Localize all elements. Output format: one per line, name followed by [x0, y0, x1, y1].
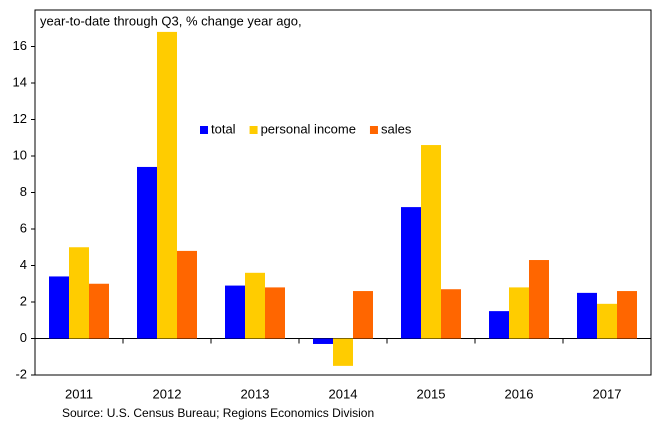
- x-tick-label: 2015: [417, 386, 446, 401]
- source-note: Source: U.S. Census Bureau; Regions Econ…: [62, 406, 374, 420]
- x-tick-label: 2012: [153, 386, 182, 401]
- bar: [69, 247, 89, 339]
- bar: [509, 287, 529, 339]
- bar: [529, 260, 549, 339]
- legend-label: sales: [381, 121, 412, 136]
- x-tick-label: 2016: [505, 386, 534, 401]
- bar: [353, 291, 373, 339]
- bar: [313, 338, 333, 344]
- legend-swatch: [249, 126, 258, 134]
- y-tick-label: 14: [13, 74, 27, 89]
- y-tick-label: 2: [20, 293, 27, 308]
- bar: [597, 303, 617, 339]
- bar: [421, 145, 441, 339]
- legend-label: personal income: [261, 121, 356, 136]
- bar: [617, 291, 637, 339]
- bar: [49, 276, 69, 339]
- bar: [265, 287, 285, 339]
- x-tick-label: 2013: [241, 386, 270, 401]
- y-tick-label: 0: [20, 330, 27, 345]
- chart-title: year-to-date through Q3, % change year a…: [40, 13, 302, 28]
- bar: [401, 207, 421, 339]
- bar: [177, 250, 197, 339]
- y-tick-label: 6: [20, 220, 27, 235]
- legend-swatch: [200, 126, 208, 134]
- x-tick-label: 2017: [593, 386, 622, 401]
- bar: [245, 272, 265, 339]
- bar: [89, 283, 109, 339]
- bar: [577, 292, 597, 339]
- y-tick-label: 12: [13, 111, 27, 126]
- legend-swatch: [369, 126, 378, 134]
- y-tick-label: 10: [13, 147, 27, 162]
- y-tick-label: -2: [15, 366, 27, 381]
- bar: [441, 289, 461, 339]
- plot-frame: [34, 9, 652, 376]
- bar: [157, 31, 177, 339]
- legend-label: total: [211, 121, 236, 136]
- bar: [489, 311, 509, 339]
- bar: [137, 166, 157, 339]
- x-tick-label: 2014: [329, 386, 358, 401]
- y-tick-label: 8: [20, 184, 27, 199]
- x-tick-label: 2011: [65, 386, 93, 401]
- y-tick-label: 4: [20, 257, 27, 272]
- y-tick-label: 16: [13, 38, 27, 53]
- bar: [225, 285, 245, 339]
- bar: [333, 338, 353, 366]
